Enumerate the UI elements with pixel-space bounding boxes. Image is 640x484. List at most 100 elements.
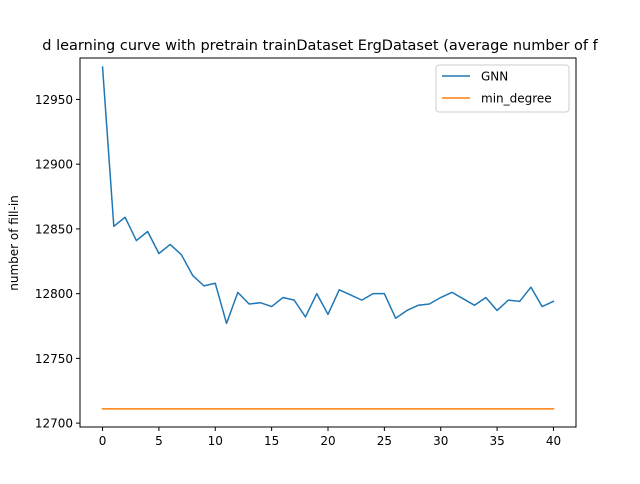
data-point-min-degree-37 bbox=[518, 408, 520, 410]
data-point-GNN-10 bbox=[214, 282, 216, 284]
data-point-min-degree-9 bbox=[203, 408, 205, 410]
data-point-min-degree-29 bbox=[428, 408, 430, 410]
data-point-min-degree-12 bbox=[237, 408, 239, 410]
data-point-GNN-38 bbox=[530, 286, 532, 288]
x-tick-label: 25 bbox=[377, 434, 392, 448]
data-point-GNN-23 bbox=[361, 299, 363, 301]
legend-label-GNN: GNN bbox=[481, 70, 508, 84]
data-point-min-degree-33 bbox=[473, 408, 475, 410]
data-point-min-degree-20 bbox=[327, 408, 329, 410]
data-point-min-degree-31 bbox=[451, 408, 453, 410]
data-point-GNN-39 bbox=[541, 305, 543, 307]
data-point-GNN-34 bbox=[485, 296, 487, 298]
data-point-GNN-20 bbox=[327, 313, 329, 315]
x-tick-label: 10 bbox=[208, 434, 223, 448]
data-point-min-degree-21 bbox=[338, 408, 340, 410]
data-point-min-degree-5 bbox=[158, 408, 160, 410]
y-tick-label: 12800 bbox=[35, 287, 73, 301]
data-point-GNN-40 bbox=[552, 300, 554, 302]
data-point-GNN-32 bbox=[462, 298, 464, 300]
data-point-GNN-21 bbox=[338, 289, 340, 291]
data-point-min-degree-18 bbox=[304, 408, 306, 410]
data-point-min-degree-13 bbox=[248, 408, 250, 410]
data-point-GNN-11 bbox=[225, 322, 227, 324]
data-point-GNN-8 bbox=[192, 274, 194, 276]
data-point-min-degree-0 bbox=[101, 408, 103, 410]
data-point-min-degree-27 bbox=[406, 408, 408, 410]
x-axis: 0 5 10 15 20 25 30 35 40 bbox=[99, 427, 561, 448]
data-point-GNN-9 bbox=[203, 285, 205, 287]
x-tick-label: 20 bbox=[320, 434, 335, 448]
data-point-GNN-6 bbox=[169, 243, 171, 245]
data-point-GNN-22 bbox=[349, 294, 351, 296]
data-point-min-degree-40 bbox=[552, 408, 554, 410]
data-point-min-degree-26 bbox=[394, 408, 396, 410]
legend: GNN min_degree bbox=[435, 64, 570, 113]
data-point-min-degree-14 bbox=[259, 408, 261, 410]
data-point-GNN-13 bbox=[248, 303, 250, 305]
data-point-min-degree-4 bbox=[146, 408, 148, 410]
data-point-GNN-27 bbox=[406, 309, 408, 311]
data-point-min-degree-6 bbox=[169, 408, 171, 410]
x-tick-label: 30 bbox=[433, 434, 448, 448]
data-point-min-degree-34 bbox=[485, 408, 487, 410]
data-point-GNN-25 bbox=[383, 292, 385, 294]
data-point-min-degree-38 bbox=[530, 408, 532, 410]
data-point-min-degree-22 bbox=[349, 408, 351, 410]
series-line-GNN bbox=[101, 66, 555, 325]
data-point-min-degree-10 bbox=[214, 408, 216, 410]
plot-lines bbox=[101, 66, 555, 410]
data-point-GNN-33 bbox=[473, 304, 475, 306]
data-point-GNN-28 bbox=[417, 304, 419, 306]
data-point-GNN-26 bbox=[394, 317, 396, 319]
data-point-min-degree-39 bbox=[541, 408, 543, 410]
y-tick-label: 12900 bbox=[35, 158, 73, 172]
data-point-min-degree-2 bbox=[124, 408, 126, 410]
y-tick-label: 12750 bbox=[35, 352, 73, 366]
data-point-min-degree-16 bbox=[282, 408, 284, 410]
data-point-min-degree-11 bbox=[225, 408, 227, 410]
y-axis-label: number of fill-in bbox=[7, 195, 21, 291]
x-tick-label: 15 bbox=[264, 434, 279, 448]
data-point-GNN-15 bbox=[270, 305, 272, 307]
chart-title: d learning curve with pretrain trainData… bbox=[42, 38, 598, 54]
data-point-GNN-37 bbox=[518, 300, 520, 302]
data-point-min-degree-23 bbox=[361, 408, 363, 410]
data-point-GNN-35 bbox=[496, 309, 498, 311]
data-point-GNN-18 bbox=[304, 316, 306, 318]
y-axis: 12700 12750 12800 12850 12900 12950 bbox=[35, 93, 80, 431]
data-point-min-degree-15 bbox=[270, 408, 272, 410]
data-point-min-degree-35 bbox=[496, 408, 498, 410]
x-tick-label: 0 bbox=[99, 434, 107, 448]
data-point-GNN-5 bbox=[158, 252, 160, 254]
data-point-GNN-36 bbox=[507, 299, 509, 301]
data-point-min-degree-1 bbox=[113, 408, 115, 410]
x-tick-label: 35 bbox=[489, 434, 504, 448]
data-point-GNN-7 bbox=[180, 254, 182, 256]
data-point-min-degree-8 bbox=[192, 408, 194, 410]
data-point-GNN-12 bbox=[237, 291, 239, 293]
data-point-GNN-14 bbox=[259, 302, 261, 304]
data-point-min-degree-25 bbox=[383, 408, 385, 410]
data-point-GNN-0 bbox=[101, 66, 103, 68]
x-tick-label: 5 bbox=[155, 434, 163, 448]
data-point-min-degree-36 bbox=[507, 408, 509, 410]
data-point-GNN-24 bbox=[372, 292, 374, 294]
data-point-min-degree-28 bbox=[417, 408, 419, 410]
data-point-GNN-30 bbox=[440, 296, 442, 298]
x-tick-label: 40 bbox=[546, 434, 561, 448]
data-point-GNN-19 bbox=[316, 292, 318, 294]
data-point-min-degree-7 bbox=[180, 408, 182, 410]
y-tick-label: 12700 bbox=[35, 417, 73, 431]
plot-frame bbox=[79, 57, 577, 428]
data-point-GNN-29 bbox=[428, 303, 430, 305]
data-point-GNN-2 bbox=[124, 216, 126, 218]
data-point-min-degree-19 bbox=[316, 408, 318, 410]
y-tick-label: 12950 bbox=[35, 93, 73, 107]
data-point-GNN-4 bbox=[146, 230, 148, 232]
data-point-GNN-17 bbox=[293, 299, 295, 301]
y-tick-label: 12850 bbox=[35, 222, 73, 236]
data-point-GNN-31 bbox=[451, 291, 453, 293]
data-point-min-degree-24 bbox=[372, 408, 374, 410]
